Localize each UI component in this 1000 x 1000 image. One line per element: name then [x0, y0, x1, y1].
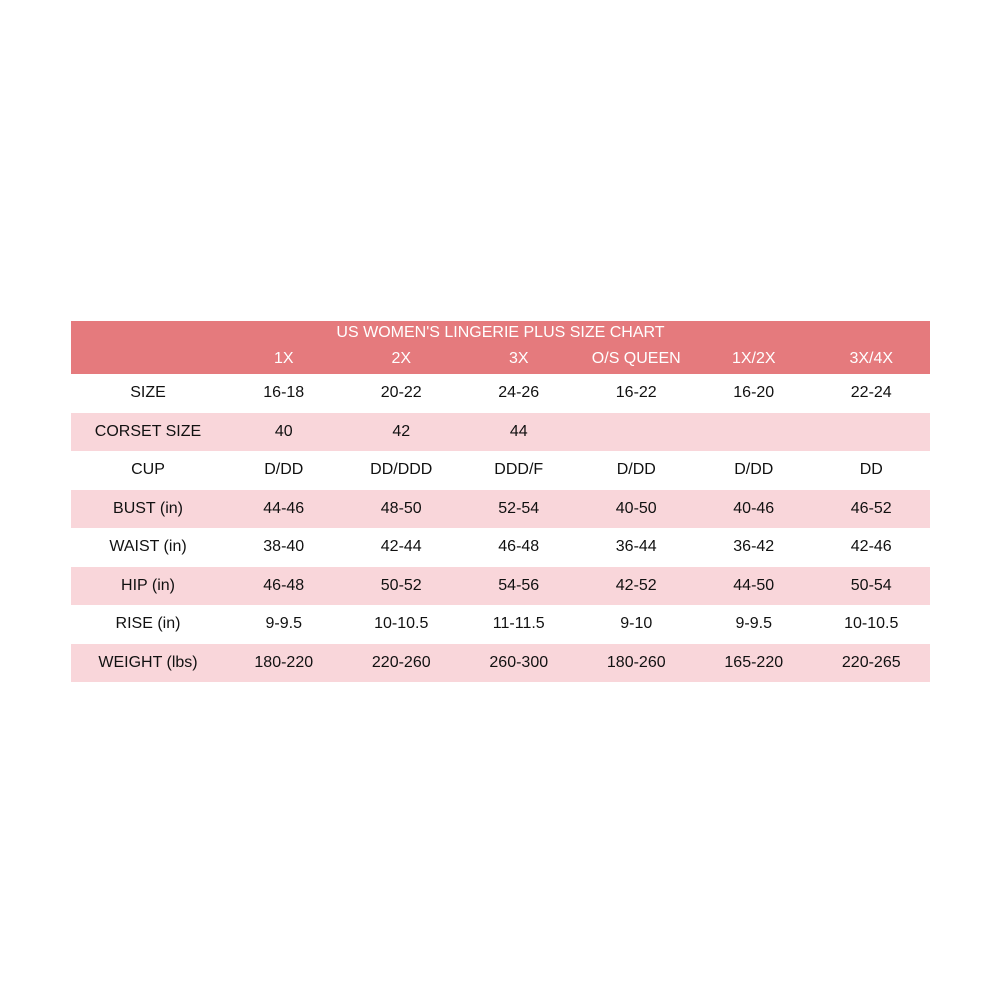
- table-cell: 40-46: [733, 499, 775, 517]
- table-cell: D/DD: [734, 461, 774, 479]
- table-cell: 42: [392, 422, 411, 440]
- table-cell: 260-300: [489, 653, 549, 671]
- table-cell: 44-46: [263, 499, 305, 517]
- table-cell: 220-260: [371, 653, 431, 671]
- table-cell: 16-18: [263, 384, 305, 402]
- table-cell: 38-40: [263, 538, 305, 556]
- table-body: SIZE 16-18 20-22 24-26 16-22 16-20 22-24 CORSET…: [71, 374, 930, 682]
- table-cell: 42-52: [615, 576, 657, 594]
- table-cell: 46-48: [263, 576, 305, 594]
- table-cell: 44-50: [733, 576, 775, 594]
- row-label: WAIST (in): [109, 538, 187, 556]
- row-label: BUST (in): [113, 499, 183, 517]
- table-cell: 16-20: [733, 384, 775, 402]
- table-row: BUST (in) 44-46 48-50 52-54 40-50 40-46 46-52: [71, 489, 930, 528]
- table-cell: 220-265: [841, 653, 901, 671]
- corner-cell: [71, 350, 225, 368]
- table-cell: 10-10.5: [374, 615, 429, 633]
- column-header: O/S QUEEN: [591, 350, 681, 367]
- row-label: HIP (in): [121, 576, 175, 594]
- table-cell: 42-44: [380, 538, 422, 556]
- table-cell: 44: [509, 422, 528, 440]
- table-cell: 36-42: [733, 538, 775, 556]
- row-label: CUP: [131, 461, 165, 479]
- table-row: HIP (in) 46-48 50-52 54-56 42-52 44-50 50-54: [71, 566, 930, 605]
- table-cell: DDD/F: [494, 461, 544, 479]
- table-cell: 40: [274, 422, 293, 440]
- table-row: CORSET SIZE 40 42 44: [71, 412, 930, 451]
- table-cell: D/DD: [264, 461, 304, 479]
- table-cell: 9-10: [620, 615, 653, 633]
- row-label: CORSET SIZE: [94, 422, 202, 440]
- table-row: WAIST (in) 38-40 42-44 46-48 36-44 36-42 42-46: [71, 528, 930, 567]
- table-cell: 165-220: [724, 653, 784, 671]
- table-cell: 54-56: [498, 576, 540, 594]
- table-cell: 42-46: [850, 538, 892, 556]
- table-cell: 9-9.5: [735, 615, 772, 633]
- table-cell: 16-22: [615, 384, 657, 402]
- table-cell: 48-50: [380, 499, 422, 517]
- row-label: SIZE: [130, 384, 166, 402]
- table-cell: 180-220: [254, 653, 314, 671]
- table-row: WEIGHT (lbs) 180-220 220-260 260-300 180-260…: [71, 643, 930, 682]
- table-row: SIZE 16-18 20-22 24-26 16-22 16-20 22-24: [71, 374, 930, 413]
- table-cell: 9-9.5: [265, 615, 302, 633]
- table-cell: 22-24: [850, 384, 892, 402]
- table-row: CUP D/DD DD/DDD DDD/F D/DD D/DD DD: [71, 451, 930, 490]
- column-header: 3X: [508, 350, 529, 367]
- table-cell: 11-11.5: [492, 615, 545, 633]
- size-chart-table: US WOMEN'S LINGERIE PLUS SIZE CHART 1X 2X…: [71, 321, 930, 682]
- row-label: RISE (in): [115, 615, 181, 633]
- table-cell: 36-44: [615, 538, 657, 556]
- table-cell: 20-22: [380, 384, 422, 402]
- table-cell: 46-48: [498, 538, 540, 556]
- table-cell: 10-10.5: [844, 615, 899, 633]
- chart-title: US WOMEN'S LINGERIE PLUS SIZE CHART: [336, 324, 665, 341]
- table-row: RISE (in) 9-9.5 10-10.5 11-11.5 9-10 9-9.5 10-…: [71, 605, 930, 644]
- column-header: 1X/2X: [731, 350, 776, 367]
- table-cell: 180-260: [606, 653, 666, 671]
- table-cell: D/DD: [616, 461, 656, 479]
- table-cell: DD/DDD: [370, 461, 433, 479]
- column-header: 2X: [391, 350, 412, 367]
- column-header: 1X: [273, 350, 294, 367]
- table-header: US WOMEN'S LINGERIE PLUS SIZE CHART 1X 2X…: [71, 321, 930, 374]
- table-cell: DD: [859, 461, 883, 479]
- table-cell: 52-54: [498, 499, 540, 517]
- row-label: WEIGHT (lbs): [98, 653, 198, 671]
- table-cell: 40-50: [615, 499, 657, 517]
- table-cell: 46-52: [850, 499, 892, 517]
- table-cell: 50-54: [850, 576, 892, 594]
- column-header: 3X/4X: [849, 350, 894, 367]
- table-cell: 50-52: [380, 576, 422, 594]
- column-headers: 1X 2X 3X O/S QUEEN 1X/2X 3X/4X: [71, 350, 930, 368]
- table-cell: 24-26: [498, 384, 540, 402]
